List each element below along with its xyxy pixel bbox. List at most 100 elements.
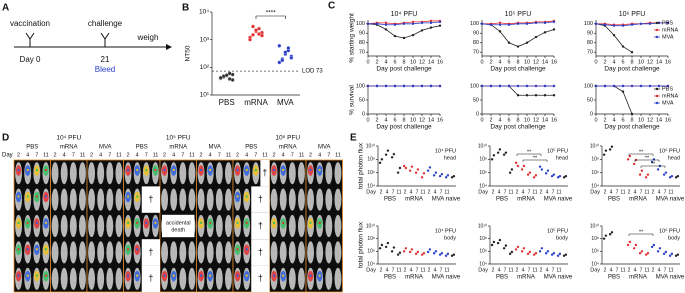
mouse-image bbox=[270, 188, 278, 211]
y-tick-label: 80 bbox=[359, 40, 365, 46]
x-tick-label: 11 bbox=[668, 267, 673, 273]
group-label: naive bbox=[558, 275, 573, 281]
data-point bbox=[260, 33, 264, 38]
x-tick-label: 2 bbox=[516, 267, 519, 273]
data-point bbox=[632, 162, 636, 166]
data-point bbox=[604, 149, 608, 152]
data-point bbox=[644, 176, 648, 179]
mouse-image bbox=[179, 162, 187, 185]
x-tick-label: 2 bbox=[540, 267, 543, 273]
data-point bbox=[277, 43, 282, 48]
signal-core bbox=[209, 221, 212, 224]
data-point bbox=[528, 171, 532, 174]
data-point bbox=[534, 21, 538, 25]
mouse-image bbox=[334, 188, 342, 211]
signal-core bbox=[245, 248, 248, 251]
y-tick-label: 10¹⁰ bbox=[366, 223, 375, 229]
data-point bbox=[428, 248, 432, 251]
data-point bbox=[525, 22, 529, 25]
data-point bbox=[426, 169, 430, 172]
data-point bbox=[639, 22, 643, 25]
y-tick-label: 50 bbox=[587, 97, 593, 103]
data-point bbox=[630, 112, 634, 116]
x-tick-label: 2 bbox=[489, 59, 492, 65]
x-tick-label: 7 bbox=[528, 189, 531, 195]
data-point bbox=[444, 254, 448, 257]
signal-core bbox=[272, 168, 276, 172]
data-point bbox=[538, 165, 542, 168]
data-point bbox=[612, 33, 616, 37]
annotation: head bbox=[668, 155, 680, 161]
x-tick-label: 11 bbox=[396, 267, 401, 273]
signal-core bbox=[26, 274, 29, 277]
mouse-image bbox=[224, 267, 232, 290]
step-label: vaccination bbox=[10, 19, 50, 28]
significance-label: ** bbox=[651, 161, 656, 167]
signal-core bbox=[126, 195, 130, 198]
mouse-image bbox=[215, 241, 223, 264]
y-tick-label: 10⁶ bbox=[479, 170, 487, 176]
dose-header: 10⁴ PFU bbox=[56, 135, 81, 142]
x-tick-label: 8 bbox=[516, 117, 519, 123]
data-point bbox=[543, 21, 547, 25]
data-point bbox=[440, 252, 444, 255]
x-tick-label: 2 bbox=[404, 189, 407, 195]
x-axis-label: Day post challenge bbox=[490, 124, 546, 131]
data-point bbox=[602, 153, 606, 156]
data-point bbox=[626, 158, 630, 161]
data-point bbox=[230, 77, 235, 82]
x-tick-label: 4 bbox=[410, 189, 413, 195]
data-point bbox=[380, 243, 384, 247]
x-tick-label: 11 bbox=[532, 267, 537, 273]
mouse-image bbox=[334, 162, 342, 185]
day-header: 4 bbox=[136, 152, 139, 158]
data-point bbox=[632, 247, 636, 250]
data-point bbox=[450, 176, 454, 179]
y-tick-label: 70 bbox=[473, 50, 479, 56]
x-tick-label: 4 bbox=[386, 267, 389, 273]
death-marker: † bbox=[258, 194, 263, 204]
group-header: mRNA bbox=[169, 145, 187, 151]
data-point bbox=[393, 84, 397, 88]
day-header: 7 bbox=[145, 152, 148, 158]
day-header: 4 bbox=[318, 152, 321, 158]
x-tick-label: 4 bbox=[612, 117, 615, 123]
data-point bbox=[402, 164, 406, 168]
group-label: naive bbox=[670, 275, 685, 281]
data-point bbox=[670, 174, 674, 178]
day-header: 2 bbox=[90, 152, 93, 158]
data-point bbox=[386, 149, 390, 152]
day-label: Day bbox=[478, 189, 488, 195]
group-label: PBS bbox=[384, 275, 396, 281]
day-header: 11 bbox=[189, 152, 195, 158]
data-point bbox=[489, 23, 493, 26]
mouse-image bbox=[97, 162, 105, 185]
mouse-image bbox=[115, 241, 123, 264]
mouse-image bbox=[97, 214, 105, 238]
data-point bbox=[638, 252, 642, 255]
x-tick-label: 2 bbox=[603, 117, 606, 123]
x-tick-label: 0 bbox=[480, 59, 483, 65]
x-tick-label: 6 bbox=[621, 59, 624, 65]
signal-core bbox=[17, 195, 20, 198]
mouse-image bbox=[224, 214, 232, 238]
chart-title: 10⁶ PFU bbox=[619, 11, 646, 18]
data-point bbox=[564, 174, 568, 178]
data-point bbox=[452, 253, 456, 256]
x-tick-label: 2 bbox=[516, 189, 519, 195]
x-tick-label: 14 bbox=[542, 59, 548, 65]
significance-bracket bbox=[628, 153, 654, 156]
mouse-image bbox=[325, 162, 333, 185]
day-header: 11 bbox=[116, 152, 122, 158]
x-tick-label: 2 bbox=[380, 267, 383, 273]
day-label: Day bbox=[2, 153, 13, 159]
group-header: PBS bbox=[136, 145, 148, 151]
data-point bbox=[634, 243, 638, 247]
signal-core bbox=[35, 248, 38, 251]
data-point bbox=[646, 252, 650, 255]
signal-core bbox=[154, 221, 157, 224]
mouse-image bbox=[78, 241, 86, 264]
annotation: 10⁵ PFU bbox=[547, 227, 568, 234]
x-tick-label: 4 bbox=[546, 267, 549, 273]
